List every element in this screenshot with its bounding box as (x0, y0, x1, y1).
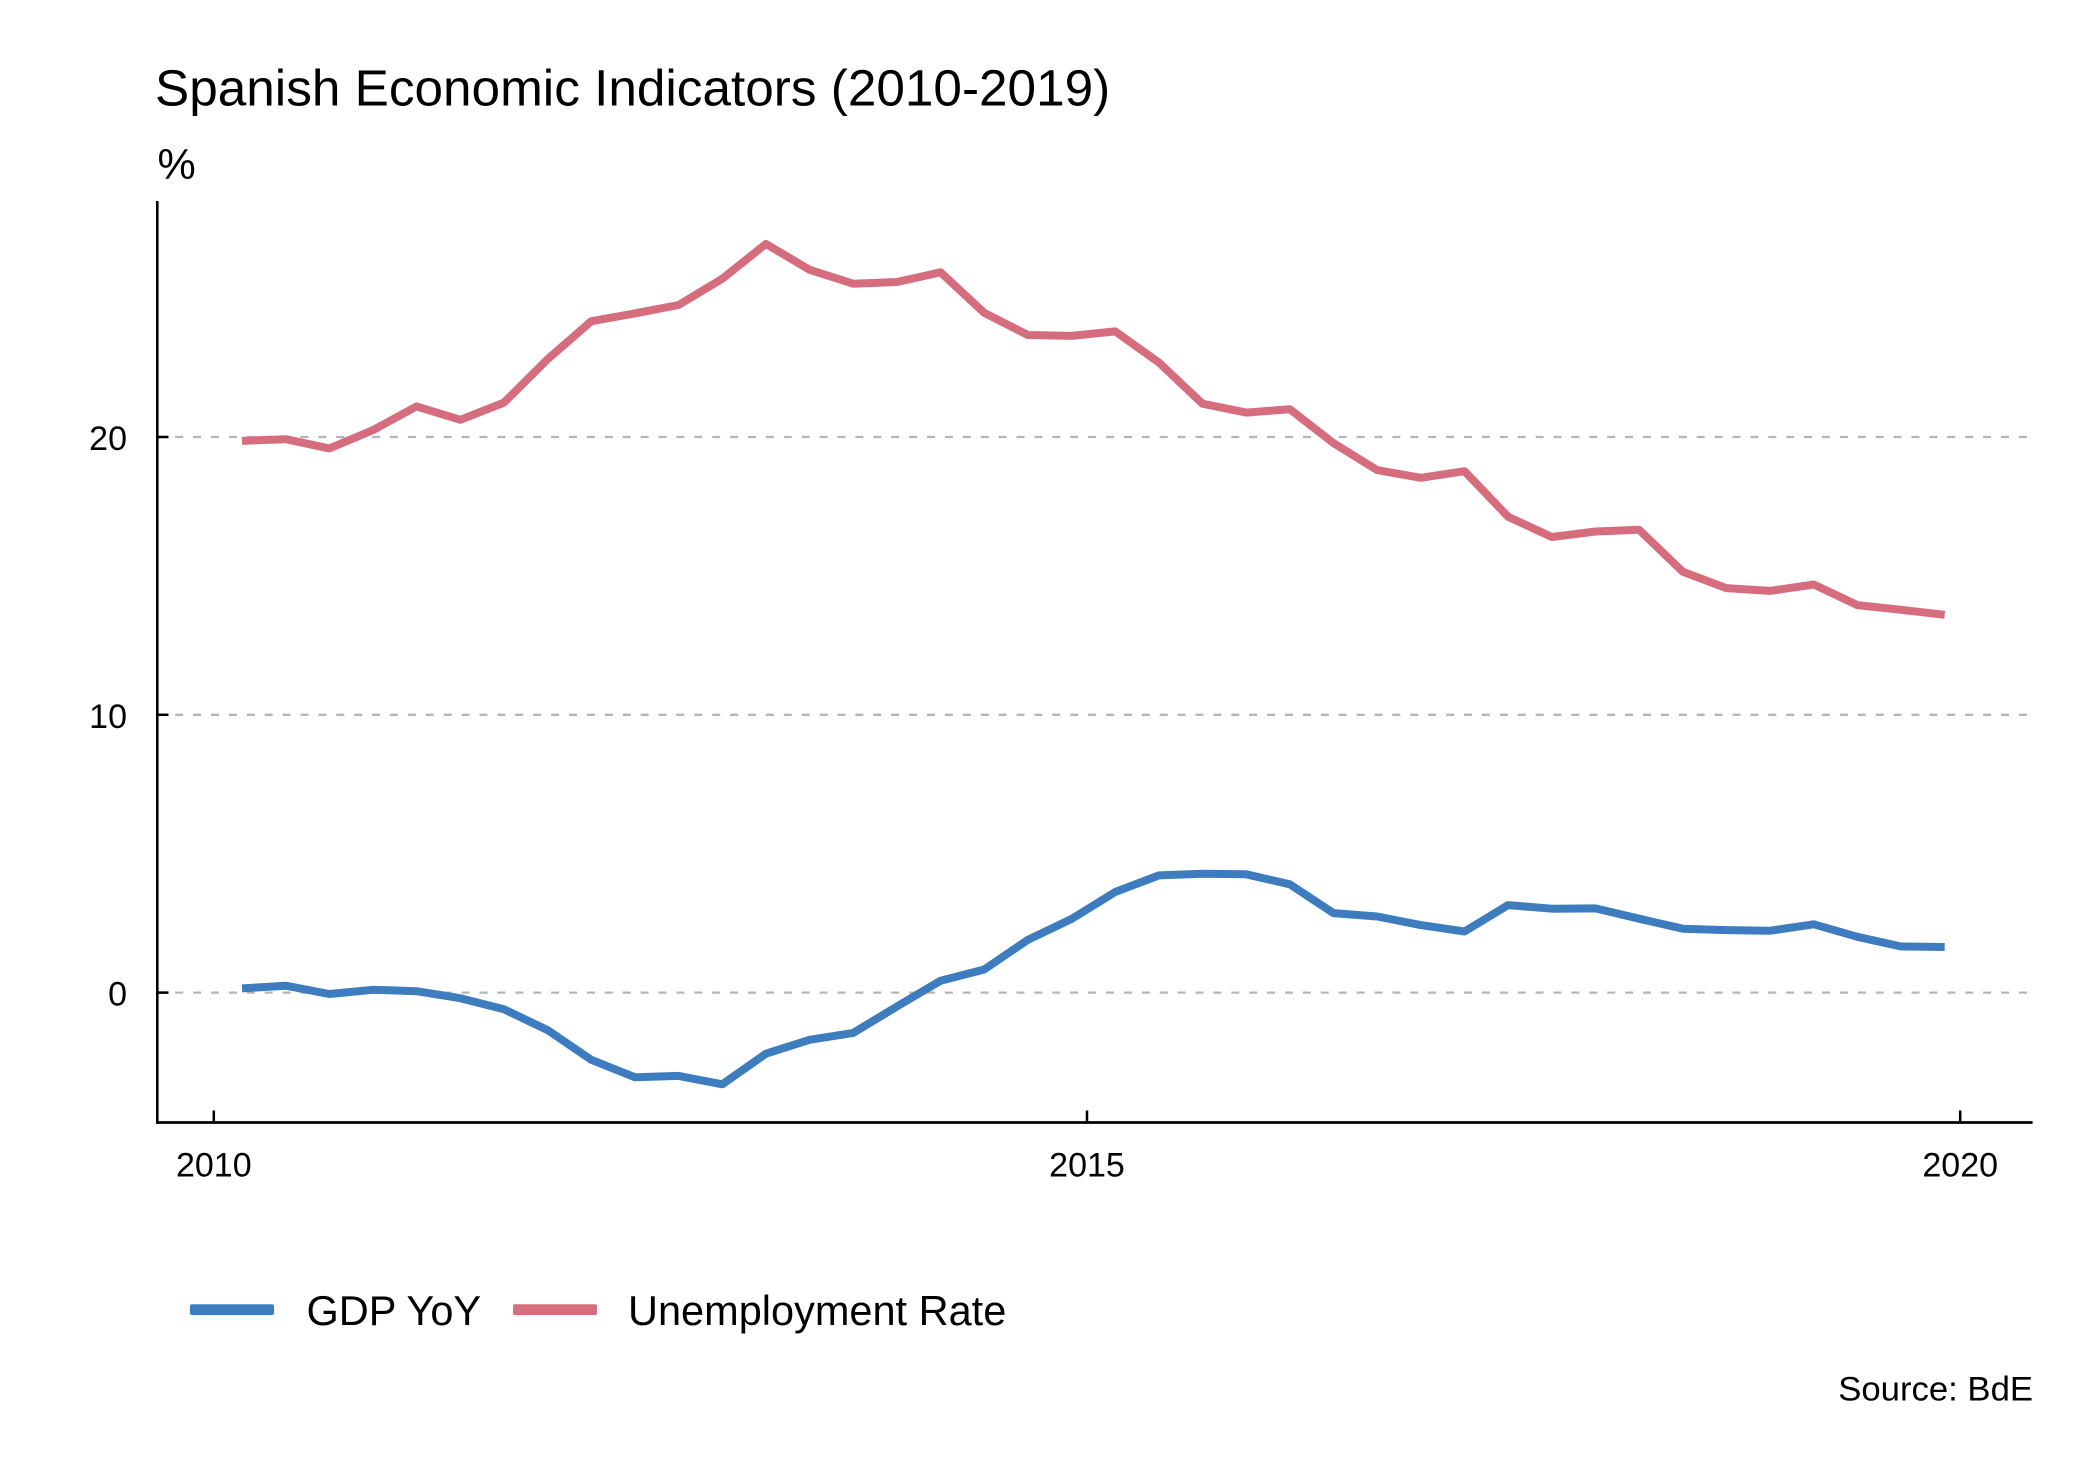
svg-text:0: 0 (108, 976, 127, 1014)
svg-text:2020: 2020 (1922, 1147, 1998, 1185)
svg-text:10: 10 (89, 698, 127, 736)
svg-text:20: 20 (89, 420, 127, 458)
svg-text:2015: 2015 (1049, 1147, 1125, 1185)
svg-text:Spanish Economic Indicators (2: Spanish Economic Indicators (2010-2019) (155, 60, 1110, 117)
svg-text:Source: BdE: Source: BdE (1838, 1371, 2033, 1409)
svg-text:2010: 2010 (176, 1147, 252, 1185)
svg-text:GDP YoY: GDP YoY (307, 1287, 482, 1334)
svg-text:Unemployment Rate: Unemployment Rate (628, 1287, 1006, 1334)
svg-text:%: % (158, 141, 196, 189)
